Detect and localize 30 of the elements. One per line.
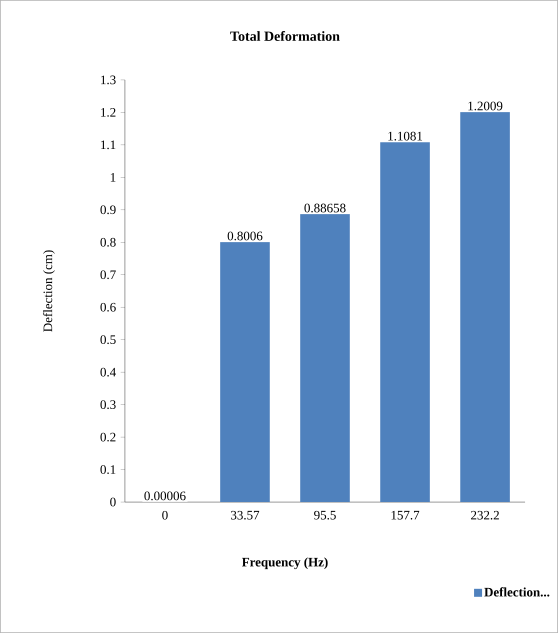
- x-tick-label: 95.5: [314, 510, 336, 520]
- y-tick-label: 0.3: [100, 400, 116, 410]
- y-tick-label: 0.7: [100, 270, 116, 280]
- x-tick-label: 232.2: [471, 510, 499, 520]
- y-tick-label: 1.3: [101, 76, 116, 84]
- chart-title: Total Deformation: [230, 30, 340, 41]
- data-label: 1.2009: [468, 102, 502, 110]
- x-tick-label: 157.7: [392, 510, 420, 520]
- x-tick-label: 0: [162, 510, 168, 520]
- y-tick-label: 0: [110, 498, 116, 506]
- data-label: 1.1081: [388, 132, 422, 141]
- y-tick-label: 1.1: [101, 140, 116, 150]
- y-tick-label: 0.2: [100, 432, 116, 442]
- data-label: 0.00006: [144, 492, 186, 500]
- y-axis-title: Deflection (cm): [42, 250, 55, 332]
- y-tick-label: 0.9: [100, 205, 116, 214]
- y-tick-label: 1.2: [101, 108, 116, 117]
- y-tick-label: 0.8: [100, 238, 116, 247]
- x-tick-label: 33.57: [231, 510, 260, 520]
- data-label: 0.8006: [228, 232, 262, 240]
- y-tick-label: 1: [110, 173, 116, 182]
- y-tick-label: 0.1: [100, 465, 116, 474]
- legend-label: Deflection...: [484, 587, 550, 597]
- bar: [220, 242, 270, 502]
- y-tick-label: 0.5: [100, 335, 116, 344]
- data-label: 0.88658: [304, 204, 346, 212]
- x-axis-title: Frequency (Hz): [242, 557, 328, 570]
- bar: [300, 214, 350, 502]
- y-tick-label: 0.4: [100, 368, 116, 377]
- y-tick-label: 0.6: [100, 302, 116, 312]
